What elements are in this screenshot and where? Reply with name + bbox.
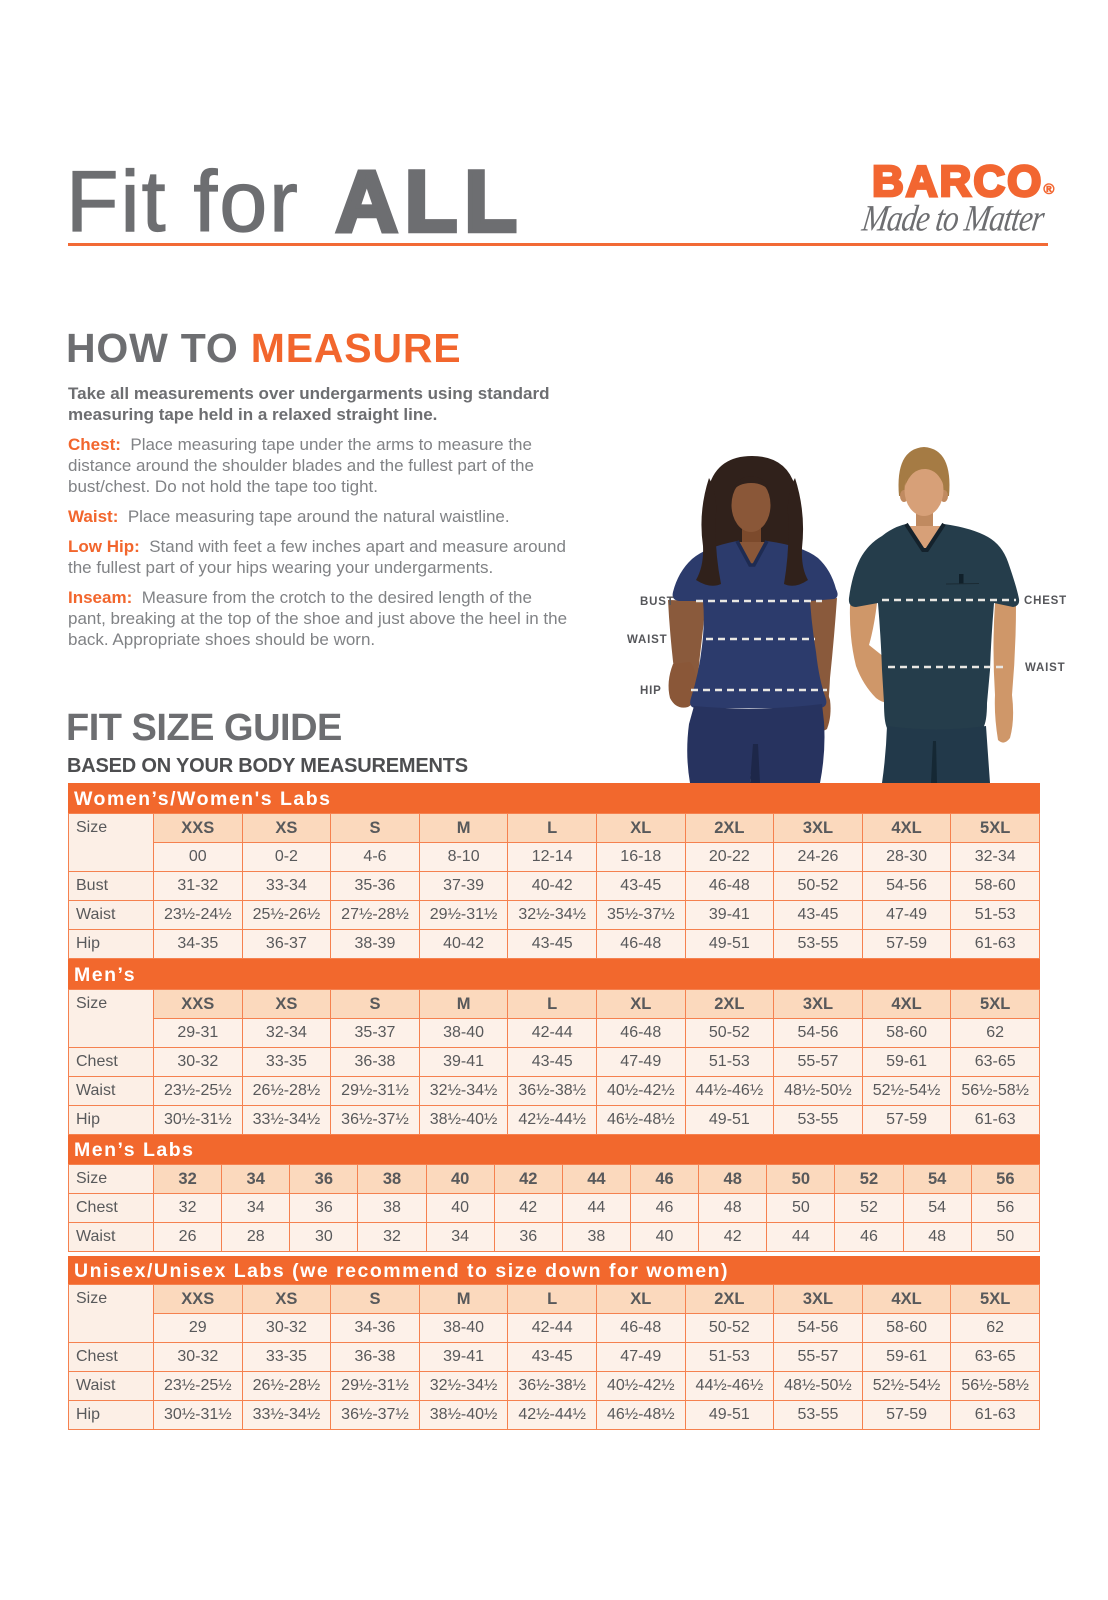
svg-text:WAIST: WAIST bbox=[1025, 662, 1065, 674]
svg-text:BUST: BUST bbox=[640, 596, 675, 608]
svg-text:WAIST: WAIST bbox=[627, 634, 667, 646]
svg-text:HIP: HIP bbox=[640, 685, 662, 697]
svg-text:CHEST: CHEST bbox=[1024, 595, 1067, 607]
